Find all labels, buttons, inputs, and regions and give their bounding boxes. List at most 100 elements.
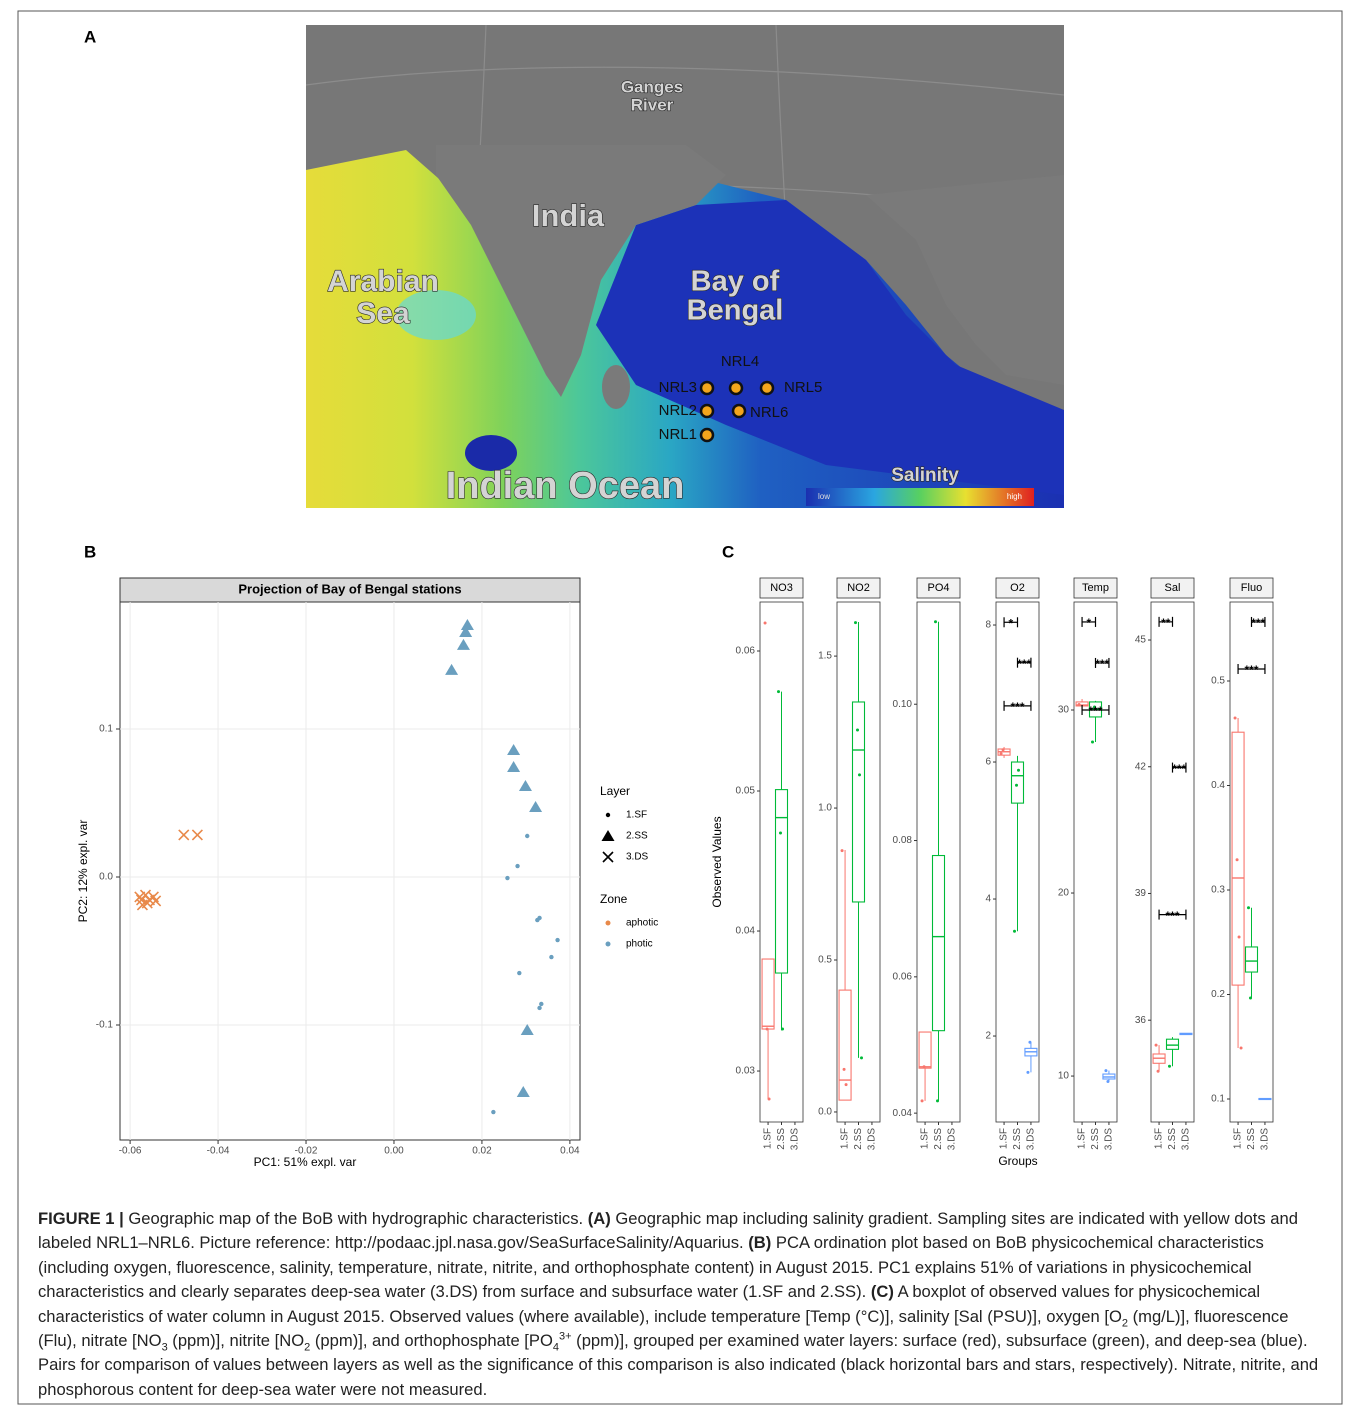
y-tick-label: 0.4 — [1211, 780, 1225, 791]
point — [515, 864, 519, 868]
legend-title: Layer — [600, 784, 630, 798]
map-label: Bengal — [687, 295, 784, 327]
y-tick-label: 2 — [985, 1031, 991, 1042]
plot-area — [120, 602, 580, 1140]
legend-label: 1.SF — [626, 810, 647, 821]
point — [517, 971, 521, 975]
station — [701, 382, 713, 394]
point — [1078, 703, 1081, 706]
point — [555, 938, 559, 942]
station — [701, 405, 713, 417]
x-tick-label: -0.06 — [119, 1146, 142, 1157]
point — [1017, 769, 1020, 772]
point — [843, 1068, 846, 1071]
point — [777, 690, 780, 693]
legend-marker — [602, 830, 615, 841]
x-tick-label: 3.DS — [1026, 1128, 1037, 1151]
x-tick-label: 2.SS — [1246, 1128, 1257, 1150]
point — [936, 1099, 939, 1102]
point — [1249, 996, 1252, 999]
box — [1012, 762, 1024, 803]
x-tick-label: 2.SS — [776, 1128, 787, 1150]
salinity-scale — [806, 488, 1034, 506]
chart-title: Projection of Bay of Bengal stations — [238, 581, 461, 596]
scale-label: low — [818, 492, 830, 501]
point — [491, 1110, 495, 1114]
x-tick-label: 1.SF — [999, 1128, 1010, 1149]
point — [1026, 1071, 1029, 1074]
legend-label: photic — [626, 939, 653, 950]
point — [1247, 906, 1250, 909]
sri-lanka — [602, 365, 630, 409]
box — [762, 959, 774, 1029]
x-tick-label: 3.DS — [947, 1128, 958, 1151]
point — [934, 620, 937, 623]
station — [730, 382, 742, 394]
box — [853, 702, 865, 902]
panel-label: A — [84, 27, 96, 46]
station — [733, 405, 745, 417]
y-tick-label: 45 — [1135, 635, 1147, 646]
facet-title: NO2 — [847, 582, 870, 594]
x-tick-label: 2.SS — [933, 1128, 944, 1150]
point — [766, 1028, 769, 1031]
x-tick-label: 3.DS — [1104, 1128, 1115, 1151]
point — [1104, 1069, 1107, 1072]
panel-label: C — [722, 542, 734, 561]
legend-marker — [606, 942, 611, 947]
legend-title: Zone — [600, 892, 628, 906]
facet-title: Temp — [1082, 582, 1109, 594]
x-tick-label: 0.00 — [384, 1146, 404, 1157]
point — [921, 1099, 924, 1102]
page: A B C Ganges River India Arabian Sea Bay… — [0, 0, 1360, 1415]
significance-label: *** — [1244, 663, 1258, 677]
map-label: Sea — [356, 297, 410, 330]
significance-label: *** — [1165, 909, 1179, 923]
legend-marker — [603, 852, 613, 862]
box — [1167, 1039, 1179, 1049]
x-tick-label: 0.02 — [472, 1146, 492, 1157]
y-axis-label: Observed Values — [710, 816, 724, 907]
legend-label: 3.DS — [626, 852, 649, 863]
map-label: Arabian — [327, 265, 439, 298]
x-tick-label: 0.04 — [560, 1146, 580, 1157]
point — [856, 728, 859, 731]
figure: A B C Ganges River India Arabian Sea Bay… — [0, 0, 1360, 1415]
y-tick-label: 1.0 — [818, 803, 832, 814]
y-tick-label: -0.1 — [96, 1020, 114, 1031]
y-tick-label: 0.04 — [893, 1108, 913, 1119]
x-tick-label: 3.DS — [1181, 1128, 1192, 1151]
point — [549, 955, 553, 959]
box — [933, 856, 945, 1031]
x-tick-label: 2.SS — [1012, 1128, 1023, 1150]
y-tick-label: 0.06 — [736, 646, 756, 657]
x-tick-label: 3.DS — [1260, 1128, 1271, 1151]
significance-label: * — [1008, 616, 1013, 630]
point — [1240, 1047, 1243, 1050]
legend-marker — [606, 813, 610, 817]
y-tick-label: 8 — [985, 620, 991, 631]
x-tick-label: 3.DS — [867, 1128, 878, 1151]
x-tick-label: 1.SF — [763, 1128, 774, 1149]
y-tick-label: 0.05 — [736, 786, 756, 797]
significance-label: *** — [1172, 762, 1186, 776]
map-label: River — [631, 95, 674, 114]
station-label: NRL3 — [659, 379, 697, 396]
x-tick-label: 1.SF — [920, 1128, 931, 1149]
y-tick-label: 6 — [985, 757, 991, 768]
significance-label: *** — [1017, 657, 1031, 671]
station-label: NRL5 — [784, 379, 822, 396]
caption-text: (A) — [588, 1209, 611, 1228]
x-tick-label: 1.SF — [1233, 1128, 1244, 1149]
y-tick-label: 39 — [1135, 888, 1147, 899]
facet-title: PO4 — [927, 582, 949, 594]
facet-title: NO3 — [770, 582, 793, 594]
point — [768, 1098, 771, 1101]
point — [841, 849, 844, 852]
point — [854, 621, 857, 624]
point — [923, 1065, 926, 1068]
station-label: NRL6 — [750, 404, 788, 421]
y-tick-label: 4 — [985, 894, 991, 905]
point — [1013, 930, 1016, 933]
significance-label: *** — [1095, 657, 1109, 671]
